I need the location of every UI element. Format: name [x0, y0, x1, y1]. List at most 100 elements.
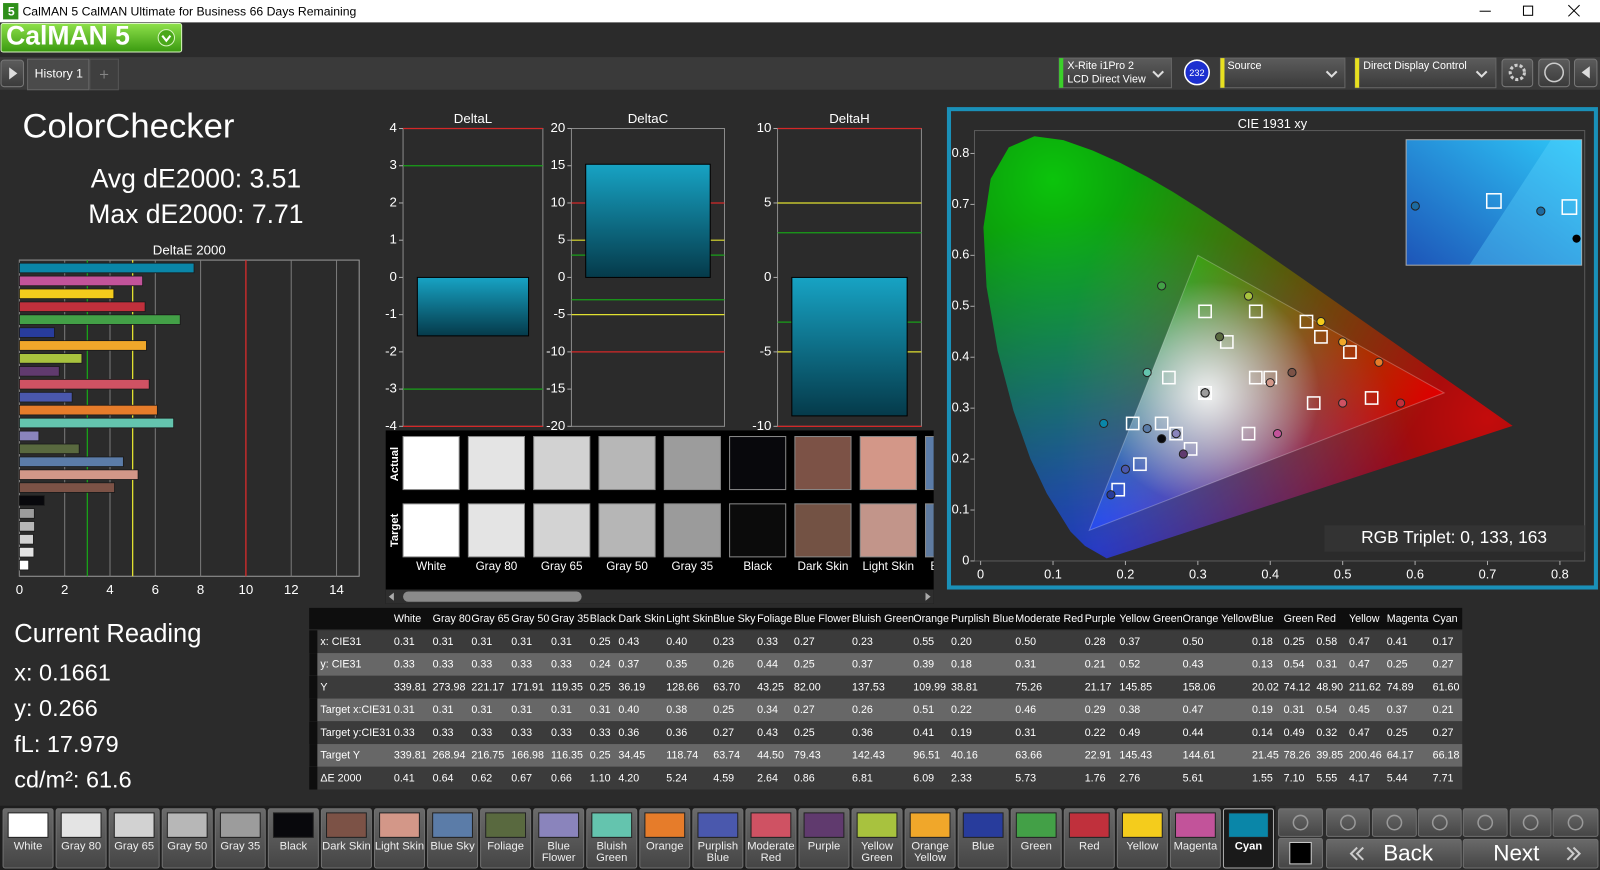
swatch-label: Gray 35 — [671, 560, 713, 573]
bar — [18, 482, 115, 493]
measured-point — [1338, 398, 1348, 408]
patch-color — [856, 812, 898, 838]
table-cell: 0.37 — [1387, 704, 1408, 716]
table-cell: 34.45 — [618, 750, 645, 762]
swatch-label: Blue Sky — [930, 560, 976, 573]
settings-button[interactable] — [1501, 58, 1534, 88]
window-title: CalMAN 5 CalMAN Ultimate for Business 66… — [22, 4, 356, 18]
table-cell: 5.61 — [1183, 772, 1204, 784]
table-cell: 38.81 — [951, 681, 978, 693]
table-cell: 5.44 — [1387, 772, 1408, 784]
table-cell: 0.35 — [666, 659, 687, 671]
help-button[interactable] — [1538, 58, 1570, 88]
control-button[interactable] — [1417, 808, 1462, 837]
window-controls[interactable] — [1479, 4, 1580, 17]
row-label: x: CIE31 — [320, 636, 361, 648]
zoom-inset-edge — [1469, 139, 1582, 266]
table-cell: 40.16 — [951, 750, 978, 762]
control-button[interactable] — [1278, 808, 1323, 837]
column-header: Dark Skin — [618, 613, 664, 625]
table-cell: 211.62 — [1349, 681, 1381, 693]
actual-swatch — [859, 436, 917, 491]
display-selector[interactable] — [1354, 57, 1497, 89]
table-cell: 0.25 — [794, 727, 815, 739]
max-de: Max dE2000: 7.71 — [88, 199, 303, 229]
table-cell: 7.71 — [1433, 772, 1454, 784]
section-title: ColorChecker — [22, 108, 234, 146]
table-cell: 0.31 — [551, 636, 572, 648]
table-cell: 74.12 — [1284, 681, 1311, 693]
table-cell: 0.31 — [471, 704, 492, 716]
patch-label-box: Red — [1079, 841, 1100, 852]
patch-color — [962, 812, 1004, 838]
tab[interactable] — [27, 58, 90, 91]
patch-color — [644, 812, 686, 838]
table-cell: 0.31 — [433, 704, 454, 716]
table-cell: 0.33 — [433, 659, 454, 671]
patch-label-box: Black — [280, 841, 307, 852]
table-cell: 0.41 — [394, 772, 415, 784]
patch-button-label: Orange — [646, 841, 684, 853]
patch-label-box: Moderate Red — [747, 841, 794, 863]
source-selector[interactable] — [1219, 57, 1346, 89]
bar — [18, 430, 40, 442]
logo-dropdown[interactable] — [157, 29, 175, 47]
patch-label-box: Orange — [646, 841, 684, 853]
bar — [18, 275, 144, 287]
control-button[interactable] — [1462, 808, 1508, 837]
meter-selector[interactable] — [1058, 57, 1172, 89]
swatch-label: Gray 50 — [606, 560, 648, 573]
next-button[interactable] — [1462, 838, 1599, 869]
chart-title: DeltaE 2000 — [153, 242, 226, 257]
swatch-label: Light Skin — [863, 560, 914, 573]
table-cell: 0.36 — [666, 727, 687, 739]
y-tick-label: 0.2 — [952, 450, 970, 465]
patch-button-label: Green — [1020, 841, 1052, 853]
table-cell: 0.44 — [757, 659, 778, 671]
table-row — [309, 698, 1463, 722]
target-point — [1169, 426, 1184, 441]
x-tick-label: 0.8 — [1551, 567, 1569, 582]
patch-label-box: Bluish Green — [596, 841, 628, 864]
reading-line: fL: 17.979 — [14, 731, 118, 757]
y-tick-label: 0 — [558, 269, 565, 284]
column-header: Gray 80 — [433, 613, 471, 625]
logo-bar — [0, 22, 1600, 58]
play-icon — [9, 67, 18, 80]
row-label: Target y:CIE31 — [320, 727, 391, 739]
badge[interactable] — [1183, 59, 1210, 86]
table-cell: 0.33 — [551, 659, 572, 671]
row-marker — [309, 653, 318, 676]
y-tick-label: 0 — [390, 269, 397, 284]
control-button[interactable] — [1552, 808, 1599, 837]
patch-button-label: Blue Flower — [541, 841, 576, 864]
table-cell: 221.17 — [471, 681, 504, 693]
y-tick-label: -4 — [385, 418, 397, 433]
scroll-thumb[interactable] — [403, 591, 582, 602]
table-cell: 200.46 — [1349, 750, 1382, 762]
patch-label-box: Light Skin — [375, 841, 424, 852]
back-button[interactable] — [1326, 838, 1462, 869]
table-cell: 137.53 — [852, 681, 885, 693]
zoom-point — [1410, 201, 1420, 211]
patch-color — [591, 812, 633, 838]
measured-point — [1178, 449, 1188, 459]
control-button[interactable] — [1509, 808, 1552, 837]
row-marker — [309, 721, 318, 745]
chart-title: DeltaL — [454, 111, 492, 126]
bar — [18, 521, 35, 532]
patch-button-label: Bluish Green — [596, 841, 628, 864]
scroll-left[interactable] — [388, 592, 394, 601]
logo-button[interactable] — [0, 22, 183, 53]
control-button[interactable] — [1371, 808, 1417, 837]
patch-button-label: Purple — [807, 841, 841, 853]
table-cell: 0.27 — [794, 704, 815, 716]
control-button[interactable] — [1326, 808, 1370, 837]
table-cell: 0.31 — [511, 636, 532, 648]
table-cell: 0.25 — [590, 636, 611, 648]
actual-swatch — [533, 436, 591, 491]
badge-label: 232 — [1189, 68, 1204, 78]
scroll-right[interactable] — [925, 592, 931, 601]
table-cell: 36.19 — [618, 681, 645, 693]
patch-button-label: Yellow Green — [861, 841, 894, 864]
